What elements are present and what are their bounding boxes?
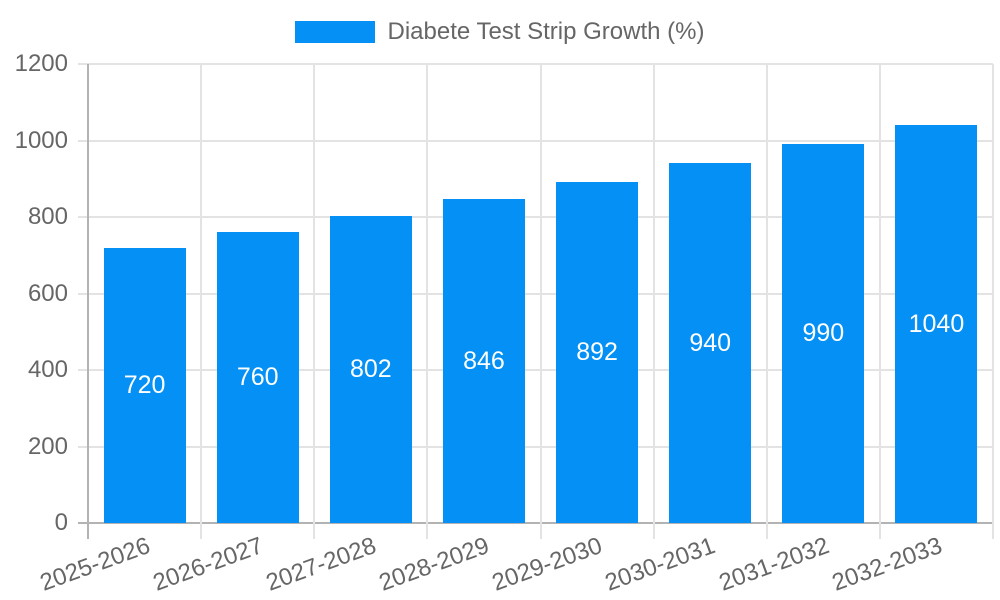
x-axis-tick-label: 2026-2027 xyxy=(149,532,267,597)
bar[interactable]: 1040 xyxy=(895,125,978,523)
y-axis-tick-label: 600 xyxy=(27,279,68,307)
bar-value-label: 1040 xyxy=(908,309,965,338)
bar-value-label: 760 xyxy=(236,363,279,392)
y-axis-tick-label: 800 xyxy=(27,203,68,230)
x-axis-tick-label: 2030-2031 xyxy=(601,532,720,597)
bar[interactable]: 760 xyxy=(216,232,299,523)
y-axis-line xyxy=(87,64,89,523)
gridline-vertical xyxy=(313,64,316,523)
gridline-vertical xyxy=(878,64,881,523)
x-axis-tick-label: 2029-2030 xyxy=(488,532,606,597)
x-axis-tick xyxy=(313,523,316,539)
bar-value-label: 892 xyxy=(576,337,618,366)
y-axis-tick xyxy=(78,139,88,142)
x-axis-tick xyxy=(765,523,768,539)
bar[interactable]: 940 xyxy=(669,163,752,523)
gridline-vertical xyxy=(200,64,203,523)
y-axis-tick-label: 200 xyxy=(27,432,68,460)
bar[interactable]: 990 xyxy=(782,144,865,523)
y-axis-tick-label: 400 xyxy=(27,356,68,383)
bar-value-label: 846 xyxy=(463,346,505,375)
gridline-vertical xyxy=(539,64,542,523)
y-axis-tick xyxy=(78,63,88,65)
x-axis-tick xyxy=(652,523,655,539)
y-axis-tick xyxy=(78,369,88,371)
y-axis-tick xyxy=(78,522,88,524)
x-axis-tick-label: 2025-2026 xyxy=(36,532,154,597)
y-axis-tick xyxy=(78,445,88,448)
gridline-vertical xyxy=(652,64,655,523)
x-axis-tick-label: 2032-2033 xyxy=(828,532,946,597)
y-axis-tick-label: 1200 xyxy=(14,50,68,77)
gridline-vertical xyxy=(426,64,429,523)
x-axis-tick xyxy=(200,523,203,539)
gridline-vertical xyxy=(765,64,768,523)
y-axis-tick xyxy=(78,292,88,295)
rect-swatch-icon xyxy=(295,21,376,43)
x-axis-tick-label: 2027-2028 xyxy=(262,532,380,597)
y-axis-tick xyxy=(78,216,88,218)
x-axis-tick-label: 2028-2029 xyxy=(375,532,493,597)
bar[interactable]: 846 xyxy=(442,199,525,523)
legend-item[interactable]: Diabete Test Strip Growth (%) xyxy=(295,18,705,45)
bar-value-label: 720 xyxy=(123,370,166,399)
legend-label: Diabete Test Strip Growth (%) xyxy=(387,18,705,45)
x-axis-tick xyxy=(539,523,542,539)
bar[interactable]: 802 xyxy=(329,216,412,523)
bar-value-label: 802 xyxy=(349,355,392,384)
bar-value-label: 940 xyxy=(689,328,732,357)
bar[interactable]: 892 xyxy=(556,181,639,523)
x-axis-tick xyxy=(992,523,994,539)
x-axis-tick xyxy=(426,523,429,539)
gridline-vertical xyxy=(992,64,994,523)
chart-legend: Diabete Test Strip Growth (%) xyxy=(0,19,1000,45)
bar[interactable]: 720 xyxy=(103,247,186,523)
x-axis-tick xyxy=(878,523,881,539)
x-axis-tick-label: 2031-2032 xyxy=(715,532,833,597)
y-axis-tick-label: 0 xyxy=(54,509,68,536)
x-axis-tick xyxy=(87,523,89,539)
bar-value-label: 990 xyxy=(802,319,845,348)
y-axis-tick-label: 1000 xyxy=(14,126,68,154)
